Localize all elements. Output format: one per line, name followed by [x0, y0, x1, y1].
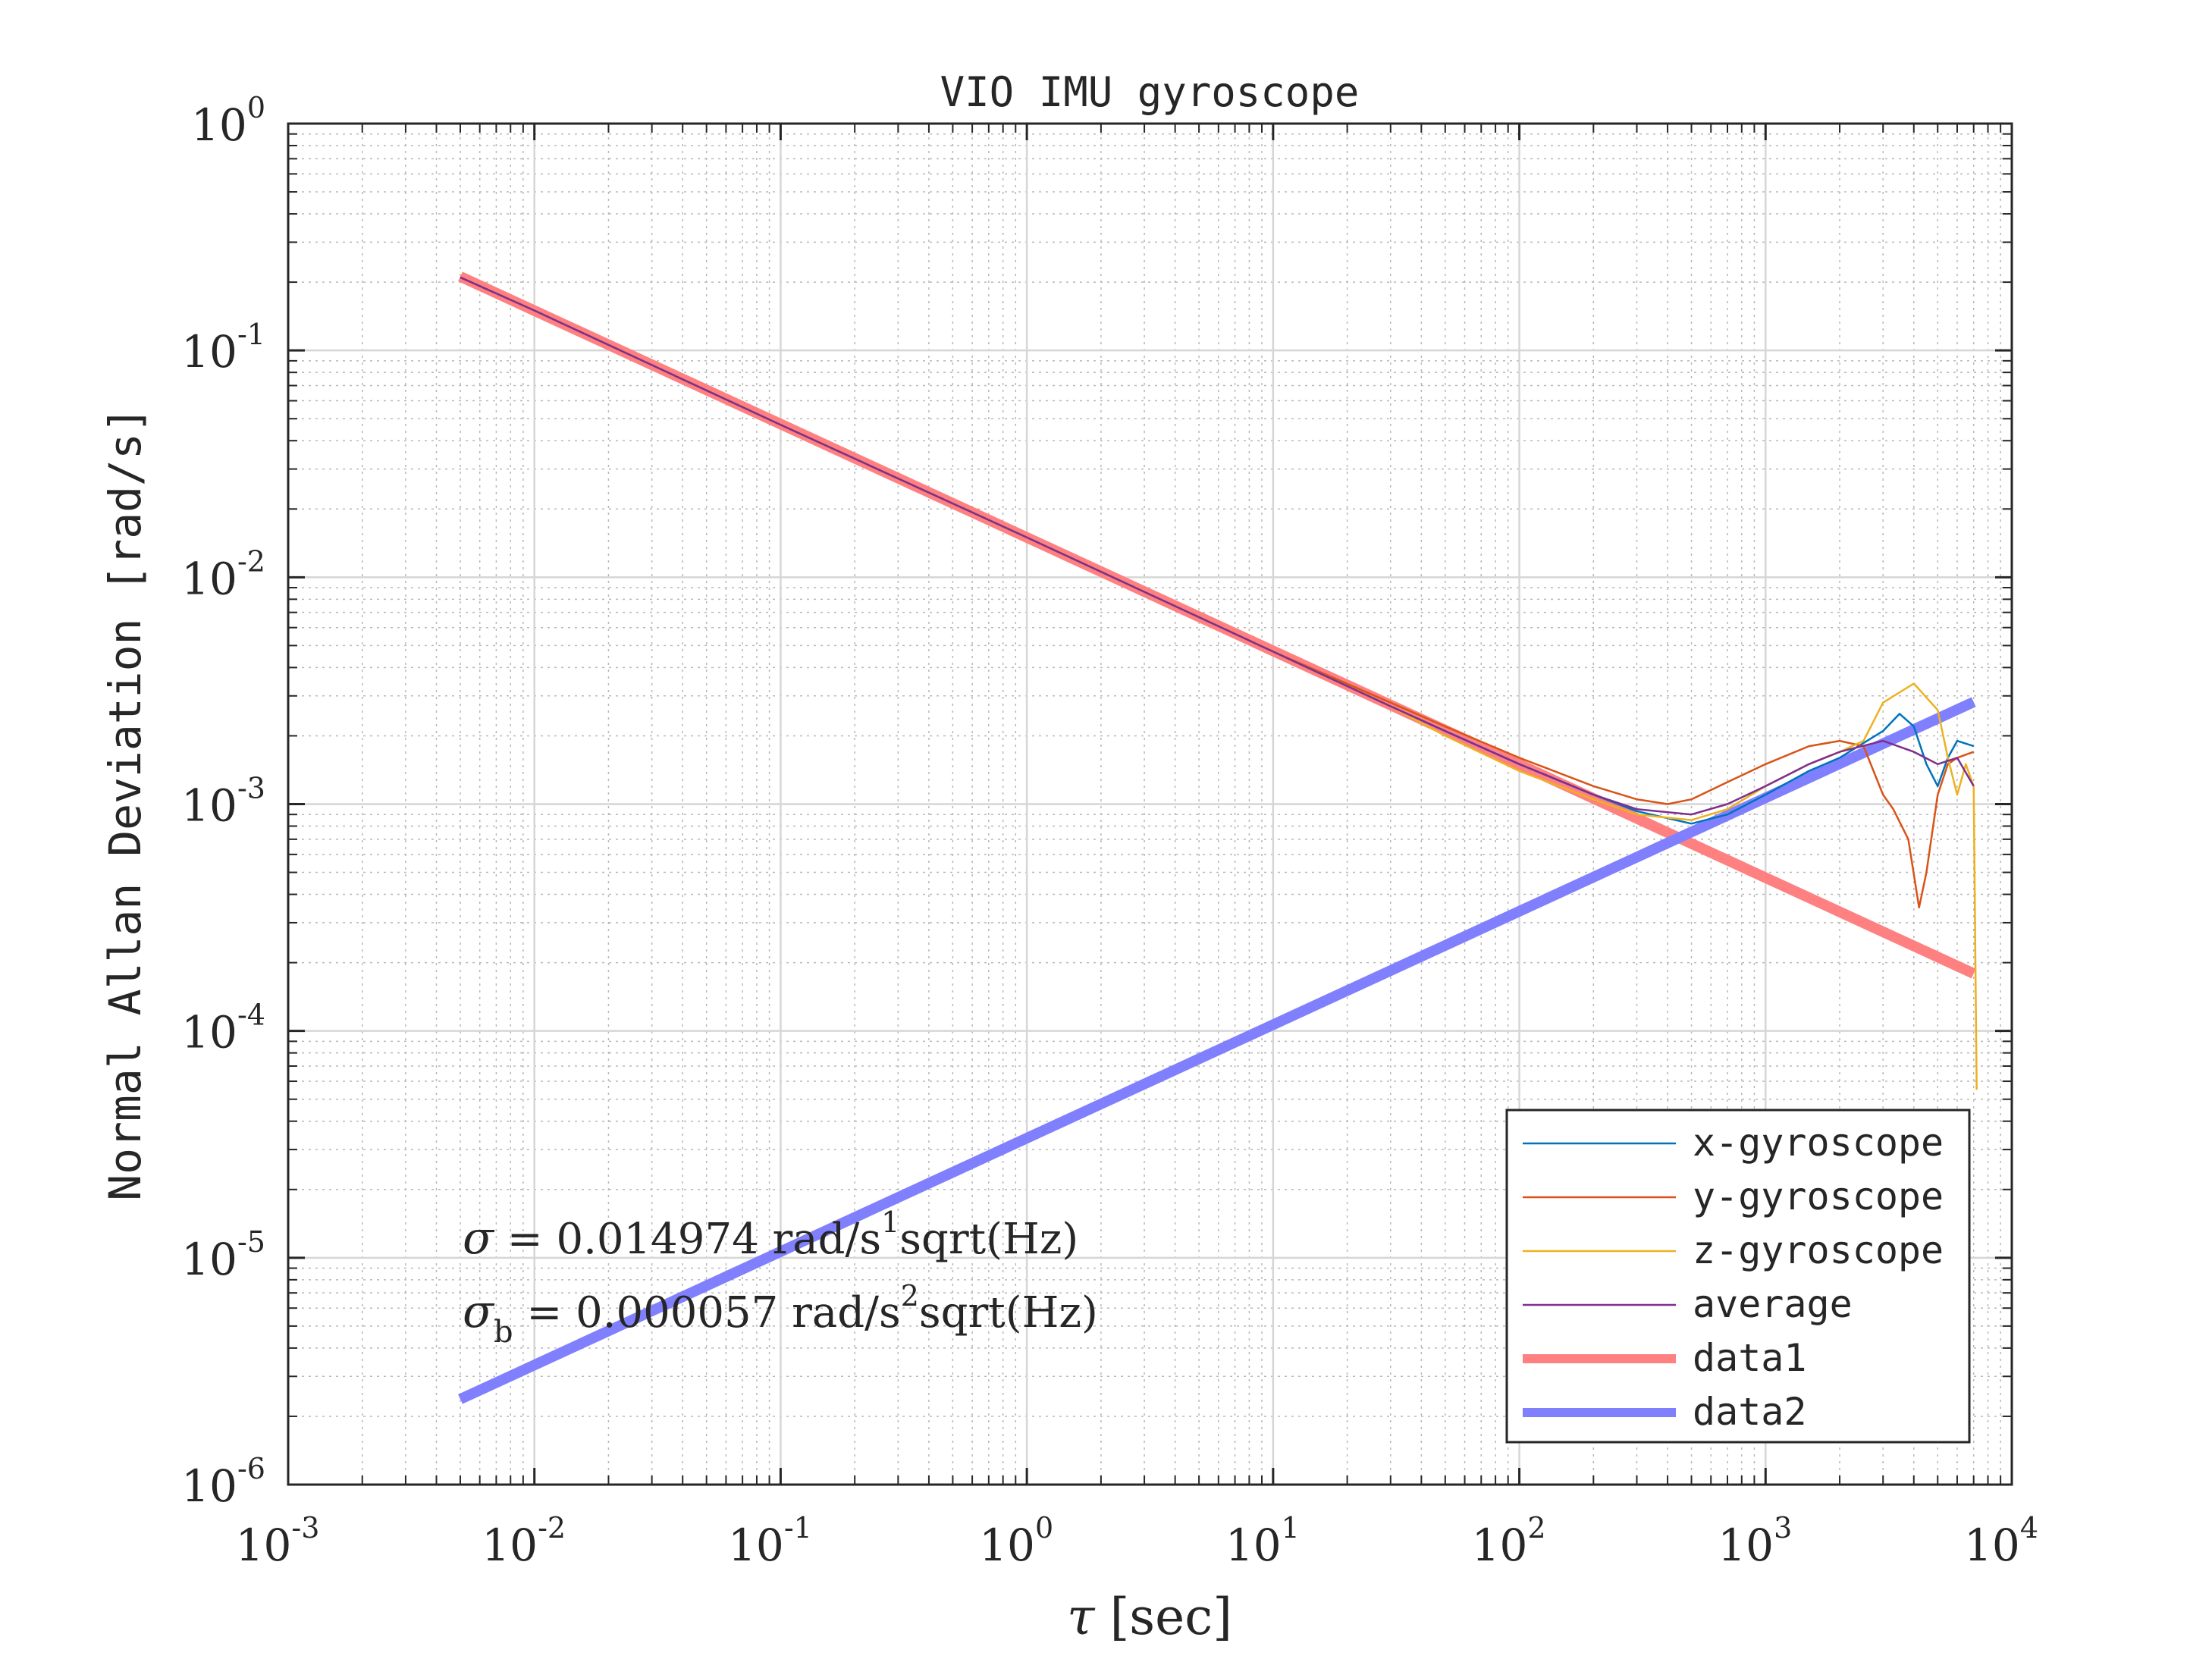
x-tick-label: 101 [1225, 1511, 1300, 1571]
legend-label-data1: data1 [1693, 1336, 1807, 1380]
legend-box [1505, 1109, 1971, 1444]
x-tick-label: 10-3 [236, 1511, 320, 1571]
x-tick-label: 100 [979, 1511, 1053, 1571]
series-line-data2 [458, 697, 1976, 1404]
legend-label-z-gyroscope: z-gyroscope [1693, 1228, 1944, 1272]
legend: x-gyroscope y-gyroscope z-gyroscope average… [1505, 1109, 1971, 1444]
series-layer [458, 271, 1978, 1404]
x-tick-label: 10-1 [728, 1511, 812, 1571]
legend-label-x-gyroscope: x-gyroscope [1693, 1121, 1944, 1165]
legend-label-y-gyroscope: y-gyroscope [1693, 1174, 1944, 1218]
y-tick-label: 10-1 [181, 318, 265, 378]
y-tick-label: 100 [191, 91, 265, 151]
x-tick-labels: 10-3 10-2 10-1 100 101 102 103 104 [236, 1511, 2038, 1571]
series-line-average [460, 276, 1975, 816]
y-tick-labels: 10-6 10-5 10-4 10-3 10-2 10-1 100 [181, 91, 265, 1512]
legend-label-data2: data2 [1693, 1390, 1807, 1434]
x-axis-label-unit: [sec] [1110, 1588, 1232, 1646]
annotation-text: σb = 0.000057 rad/s2sqrt(Hz) [463, 1279, 1098, 1350]
plot-frame [287, 122, 2013, 1486]
y-tick-label: 10-5 [181, 1225, 265, 1285]
chart-title: VIO IMU gyroscope [940, 68, 1360, 116]
annotations: σ = 0.014974 rad/s1sqrt(Hz) σb = 0.000057… [463, 1206, 1098, 1350]
y-tick-label: 10-3 [181, 772, 265, 832]
x-tick-label: 104 [1964, 1511, 2038, 1571]
x-tick-label: 102 [1472, 1511, 1546, 1571]
x-axis-label-symbol: τ [1067, 1588, 1096, 1646]
y-tick-label: 10-4 [181, 999, 265, 1058]
x-axis-label: τ [sec] [1067, 1588, 1232, 1646]
y-tick-label: 10-2 [181, 544, 265, 604]
x-tick-label: 10-2 [482, 1511, 566, 1571]
y-tick-label: 10-6 [181, 1452, 265, 1512]
legend-label-average: average [1693, 1282, 1853, 1326]
y-axis-label: Normal Allan Deviation [rad/s] [99, 406, 151, 1201]
annotation-text: σ = 0.014974 rad/s1sqrt(Hz) [463, 1206, 1078, 1265]
x-tick-label: 103 [1718, 1511, 1792, 1571]
